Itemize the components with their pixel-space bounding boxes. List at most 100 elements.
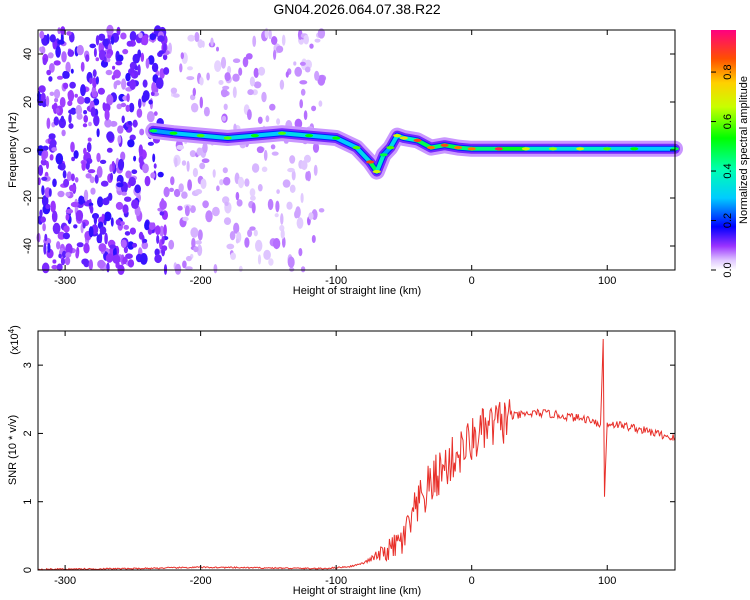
noise-blob bbox=[129, 31, 137, 42]
colorbar-gradient bbox=[711, 30, 736, 270]
noise-blob bbox=[48, 188, 52, 197]
noise-blob bbox=[223, 217, 232, 226]
x-tick-label: -300 bbox=[54, 275, 76, 287]
noise-blob bbox=[97, 196, 104, 208]
x-tick-label: -200 bbox=[190, 575, 212, 587]
noise-blob bbox=[55, 153, 64, 165]
spectrogram-ridge bbox=[145, 122, 683, 180]
noise-blob bbox=[89, 205, 94, 214]
ridge-point bbox=[332, 136, 341, 140]
noise-blob bbox=[124, 196, 132, 202]
noise-blob bbox=[132, 53, 140, 64]
noise-blob bbox=[58, 253, 62, 259]
noise-blob bbox=[296, 217, 304, 229]
noise-blob bbox=[87, 137, 92, 142]
noise-blob bbox=[39, 30, 45, 39]
noise-blob bbox=[89, 43, 96, 49]
noise-blob bbox=[52, 222, 61, 235]
noise-blob bbox=[104, 232, 108, 245]
noise-blob bbox=[247, 229, 253, 238]
noise-blob bbox=[82, 123, 88, 128]
ridge-point bbox=[372, 170, 381, 174]
ridge-point bbox=[549, 147, 557, 151]
y-tick-label: 2 bbox=[22, 430, 34, 436]
noise-blob bbox=[42, 57, 47, 66]
noise-blob bbox=[46, 69, 52, 76]
noise-blob bbox=[185, 266, 193, 271]
noise-blob bbox=[314, 70, 320, 81]
noise-blob bbox=[311, 105, 317, 112]
noise-blob bbox=[85, 173, 92, 179]
noise-blob bbox=[152, 153, 156, 163]
noise-blob bbox=[194, 31, 200, 43]
noise-blob bbox=[65, 213, 70, 221]
noise-blob bbox=[40, 159, 48, 166]
noise-blob bbox=[51, 147, 58, 152]
noise-blob bbox=[109, 164, 113, 173]
noise-blob bbox=[93, 47, 97, 58]
noise-blob bbox=[92, 69, 97, 78]
noise-blob bbox=[151, 81, 157, 93]
noise-blob bbox=[210, 37, 214, 47]
noise-blob bbox=[299, 80, 308, 85]
noise-blob bbox=[271, 36, 278, 45]
noise-blob bbox=[232, 86, 237, 99]
x-tick-label: -300 bbox=[54, 575, 76, 587]
noise-blob bbox=[253, 229, 258, 237]
ridge-point bbox=[352, 146, 361, 150]
noise-blob bbox=[270, 144, 276, 150]
noise-blob bbox=[112, 254, 121, 264]
noise-blob bbox=[157, 35, 165, 42]
noise-blob bbox=[93, 98, 100, 106]
noise-blob bbox=[312, 142, 320, 153]
noise-blob bbox=[203, 106, 210, 117]
noise-blob bbox=[265, 115, 270, 123]
noise-blob bbox=[213, 264, 218, 274]
noise-blob bbox=[117, 135, 122, 144]
ridge-point bbox=[386, 146, 395, 150]
noise-blob bbox=[287, 256, 295, 268]
noise-blob bbox=[191, 102, 199, 113]
noise-blob bbox=[199, 162, 206, 170]
noise-blob bbox=[49, 154, 54, 161]
noise-blob bbox=[39, 209, 43, 218]
noise-blob bbox=[49, 63, 55, 73]
y-tick-label: 3 bbox=[22, 362, 34, 368]
noise-blob bbox=[291, 170, 296, 181]
x-tick-label: 100 bbox=[598, 575, 616, 587]
noise-blob bbox=[66, 31, 72, 36]
noise-blob bbox=[125, 170, 132, 179]
ridge-point bbox=[494, 147, 503, 151]
noise-blob bbox=[161, 235, 165, 245]
noise-blob bbox=[202, 200, 209, 209]
noise-blob bbox=[89, 77, 93, 85]
noise-blob bbox=[161, 245, 168, 252]
noise-blob bbox=[199, 76, 204, 86]
noise-blob bbox=[51, 210, 58, 223]
noise-blob bbox=[57, 164, 63, 170]
snr-plot-area bbox=[38, 331, 675, 570]
noise-blob bbox=[46, 117, 51, 129]
noise-blob bbox=[202, 142, 208, 154]
noise-blob bbox=[261, 166, 268, 173]
noise-blob bbox=[191, 237, 196, 249]
noise-blob bbox=[131, 199, 139, 210]
noise-blob bbox=[60, 115, 65, 123]
ridge-segment bbox=[225, 133, 257, 140]
noise-blob bbox=[131, 169, 138, 174]
noise-blob bbox=[181, 160, 187, 166]
noise-blob bbox=[242, 56, 249, 68]
noise-blob bbox=[184, 205, 190, 217]
noise-blob bbox=[157, 171, 164, 178]
ridge-point bbox=[379, 153, 388, 157]
noise-blob bbox=[56, 75, 64, 80]
noise-blob bbox=[180, 52, 184, 60]
ridge-point bbox=[250, 134, 259, 138]
noise-blob bbox=[65, 61, 71, 73]
noise-blob bbox=[57, 39, 65, 45]
noise-blob bbox=[106, 94, 114, 106]
noise-blob bbox=[230, 252, 237, 260]
noise-blob bbox=[61, 129, 66, 137]
noise-blob bbox=[138, 32, 143, 39]
noise-blob bbox=[76, 242, 84, 248]
